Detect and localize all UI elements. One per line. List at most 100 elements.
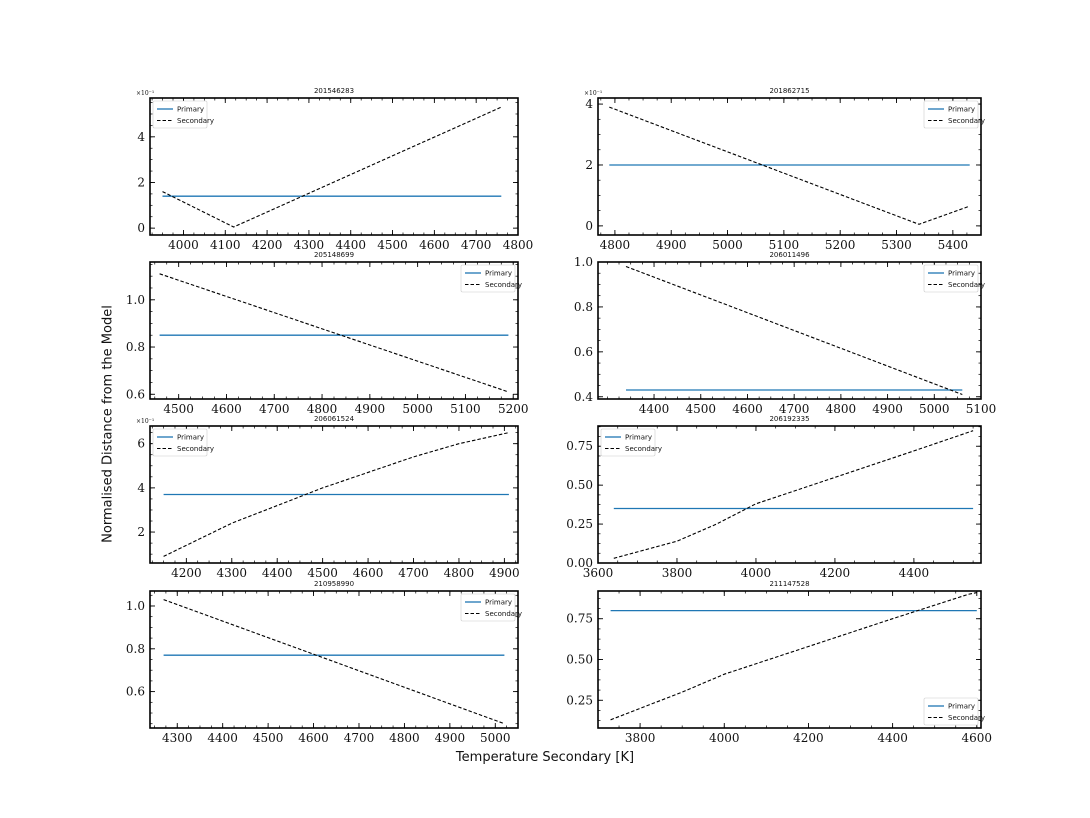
x-tick-label: 5000 (919, 402, 950, 416)
x-tick-label: 4700 (779, 402, 810, 416)
x-tick-label: 4900 (355, 402, 386, 416)
x-tick-label: 5200 (825, 238, 856, 252)
x-tick-label: 4500 (163, 402, 194, 416)
subplot-4: 206011496 4400 4500 4600 4700 4800 4900 5000 510… (574, 251, 996, 416)
y-tick-label: 1.0 (126, 599, 145, 613)
legend-label: Secondary (948, 281, 985, 289)
legend-label: Secondary (485, 610, 522, 618)
x-tick-label: 4100 (210, 238, 241, 252)
x-tick-label: 4700 (259, 402, 290, 416)
subplot-title: 211147528 (769, 580, 809, 588)
x-tick-label: 4600 (211, 402, 242, 416)
subplot-6: 206192335 3600 3800 4000 4200 4400 0.00 0.25 0.5… (566, 415, 982, 580)
axes-frame (149, 425, 519, 564)
secondary-line (159, 273, 509, 393)
legend-box (460, 593, 516, 622)
y-tick-label: 0.50 (566, 653, 593, 667)
x-tick-label: 5000 (480, 731, 511, 745)
y-tick-label: 0.75 (566, 439, 593, 453)
y-tick-label: 0.6 (126, 685, 145, 699)
x-tick-label: 4800 (600, 238, 631, 252)
x-tick-label: 4700 (344, 731, 375, 745)
y-tick-label: 2 (585, 158, 593, 172)
y-tick-label: 0.50 (566, 478, 593, 492)
y-tick-label: 4 (137, 130, 145, 144)
x-tick-label: 5200 (498, 402, 529, 416)
axes-frame (149, 590, 519, 729)
x-tick-label: 5100 (966, 402, 997, 416)
subplot-7: 210958990 4300 4400 4500 4600 4700 4800 4900 500… (126, 580, 522, 745)
x-tick-label: 4300 (162, 731, 193, 745)
x-tick-label: 4500 (307, 566, 338, 580)
axis-multiplier: ×10⁻¹ (136, 418, 154, 425)
x-tick-label: 5000 (712, 238, 743, 252)
legend-label: Secondary (177, 445, 214, 453)
x-tick-label: 4700 (461, 238, 492, 252)
secondary-line (163, 599, 505, 725)
x-tick-label: 4600 (732, 402, 763, 416)
axes-frame (597, 261, 982, 400)
subplot-title: 205148699 (314, 251, 354, 259)
legend-label: Primary (177, 106, 204, 114)
legend-label: Primary (625, 434, 652, 442)
x-tick-label: 4800 (826, 402, 857, 416)
legend: Primary Secondary (923, 264, 985, 293)
y-tick-label: 0.6 (574, 345, 593, 359)
legend-box (923, 100, 979, 129)
figure-ylabel: Normalised Distance from the Model (100, 305, 116, 543)
y-tick-label: 0.8 (126, 340, 145, 354)
legend-box (923, 264, 979, 293)
x-tick-label: 5300 (881, 238, 912, 252)
subplot-3: 205148699 4500 4600 4700 4800 4900 5000 5100 520… (126, 251, 529, 416)
legend-label: Secondary (485, 281, 522, 289)
x-tick-label: 4500 (253, 731, 284, 745)
x-tick-label: 4900 (435, 731, 466, 745)
x-tick-label: 3800 (625, 731, 656, 745)
legend-box (600, 428, 656, 457)
y-tick-label: 0.4 (574, 390, 593, 404)
axes-frame (597, 590, 982, 729)
axes-frame (149, 97, 519, 236)
y-tick-label: 0.8 (126, 642, 145, 656)
x-tick-label: 4800 (503, 238, 534, 252)
y-tick-label: 1.0 (126, 293, 145, 307)
y-tick-label: 0.6 (126, 387, 145, 401)
legend: Primary Secondary (152, 428, 214, 457)
secondary-line (609, 106, 970, 225)
legend: Primary Secondary (152, 100, 214, 129)
y-tick-label: 0.00 (566, 556, 593, 570)
legend-label: Primary (177, 434, 204, 442)
subplot-title: 201862715 (769, 87, 809, 95)
secondary-line (610, 592, 977, 721)
legend: Primary Secondary (923, 100, 985, 129)
axes-frame (597, 425, 982, 564)
legend-label: Secondary (948, 714, 985, 722)
y-tick-label: 2 (137, 525, 145, 539)
secondary-line (162, 106, 502, 228)
legend-label: Secondary (177, 117, 214, 125)
subplot-title: 210958990 (314, 580, 354, 588)
y-tick-label: 1.0 (574, 255, 593, 269)
x-tick-label: 4400 (639, 402, 670, 416)
x-tick-label: 4800 (389, 731, 420, 745)
x-tick-label: 4700 (398, 566, 429, 580)
y-tick-label: 0.25 (566, 693, 593, 707)
legend-label: Secondary (625, 445, 662, 453)
y-tick-label: 0 (137, 221, 145, 235)
x-tick-label: 4300 (217, 566, 248, 580)
x-tick-label: 4600 (353, 566, 384, 580)
x-tick-label: 3800 (662, 566, 693, 580)
legend-label: Primary (948, 703, 975, 711)
x-tick-label: 4000 (741, 566, 772, 580)
subplot-title: 201546283 (314, 87, 354, 95)
legend: Primary Secondary (460, 593, 522, 622)
x-tick-label: 4400 (335, 238, 366, 252)
x-tick-label: 4500 (685, 402, 716, 416)
secondary-line (625, 265, 963, 396)
x-tick-label: 4600 (419, 238, 450, 252)
x-tick-label: 4200 (820, 566, 851, 580)
x-tick-label: 4400 (262, 566, 293, 580)
legend-label: Primary (485, 599, 512, 607)
x-tick-label: 4500 (377, 238, 408, 252)
